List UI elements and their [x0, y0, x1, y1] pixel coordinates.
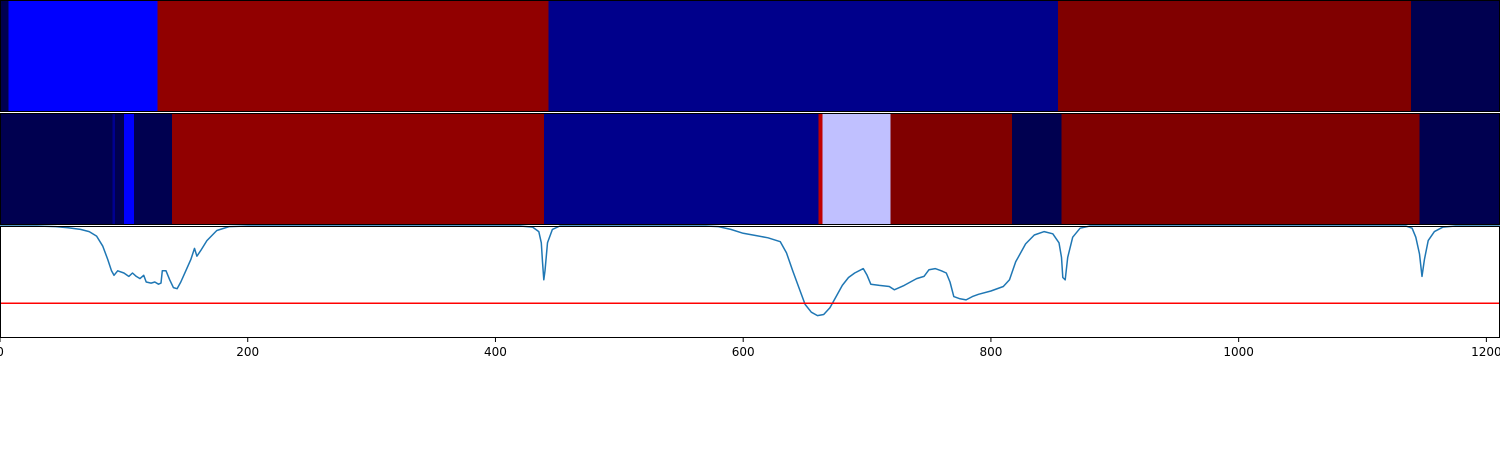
x-tick-label: 800 [979, 345, 1002, 359]
x-tick-label: 200 [236, 345, 259, 359]
segment-middle-8 [822, 113, 891, 225]
segment-middle-12 [1419, 113, 1500, 225]
segment-middle-4 [133, 113, 173, 225]
segment-middle-6 [543, 113, 819, 225]
segment-top-1 [8, 0, 158, 112]
x-tick-label: 600 [732, 345, 755, 359]
segment-middle-2 [115, 113, 124, 225]
x-tick-label: 1200 [1471, 345, 1500, 359]
x-axis: 0 200 400 600 800 1000 1200 [0, 338, 1500, 359]
segment-middle-7 [818, 113, 823, 225]
segment-top-4 [1057, 0, 1411, 112]
signal-panel [0, 225, 1500, 317]
segment-middle-3 [123, 113, 134, 225]
segment-middle-11 [1061, 113, 1420, 225]
panel-frame-2 [0, 226, 1500, 338]
x-tick-label: 400 [484, 345, 507, 359]
segment-middle-0 [0, 113, 113, 225]
signal-line [0, 225, 1500, 317]
x-tick-label: 1000 [1223, 345, 1254, 359]
segment-top-3 [548, 0, 1058, 112]
segment-middle-5 [172, 113, 544, 225]
segment-middle-10 [1011, 113, 1062, 225]
segment-top-0 [0, 0, 9, 112]
segment-top-5 [1410, 0, 1500, 112]
middle-segmentation-panel [0, 113, 1500, 225]
segment-middle-9 [890, 113, 1012, 225]
x-tick-label: 0 [0, 345, 4, 359]
segment-top-2 [157, 0, 549, 112]
top-segmentation-panel [0, 0, 1500, 112]
segment-middle-1 [112, 113, 116, 225]
